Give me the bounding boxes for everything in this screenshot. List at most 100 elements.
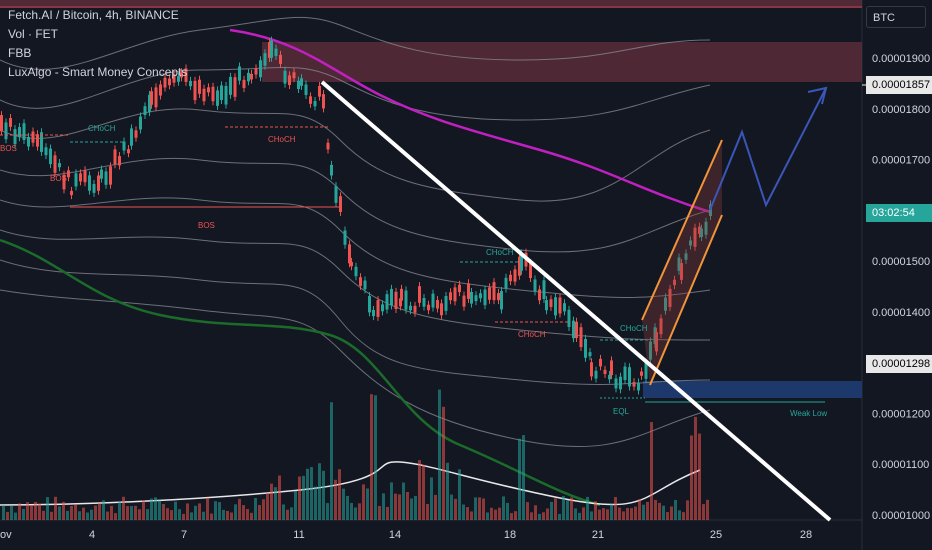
volume-bar (50, 511, 53, 520)
volume-bar (582, 507, 585, 520)
candle-body (339, 196, 342, 212)
candle-body (148, 94, 151, 113)
candle-body (83, 170, 87, 183)
candle-body (693, 227, 697, 247)
candle-body (74, 173, 78, 187)
volume-bar (182, 513, 185, 520)
time-tick: ov (0, 529, 12, 541)
volume-bar (622, 511, 625, 520)
candle-body (238, 66, 241, 81)
volume-bar (118, 501, 121, 520)
volume-bar (30, 505, 33, 520)
current-price-label: 0.00001857 (866, 76, 932, 94)
candle-body (40, 132, 43, 152)
supply-zone (262, 42, 862, 82)
volume-bar (98, 503, 101, 520)
candle-body (9, 117, 12, 127)
symbol-title[interactable]: Fetch.AI / Bitcoin, 4h, BINANCE (8, 8, 179, 22)
volume-bar (186, 503, 189, 520)
candle-body (313, 101, 317, 107)
candle-body (659, 318, 663, 335)
volume-bar (310, 467, 313, 520)
volume-bar (462, 504, 465, 520)
volume-bar (174, 501, 177, 520)
volume-bar (2, 505, 5, 520)
candle-body (326, 142, 330, 150)
volume-bar (470, 511, 473, 520)
candle-body (322, 94, 325, 109)
volume-bar (142, 500, 145, 520)
volume-bar (694, 416, 697, 520)
volume-bar (294, 491, 297, 520)
candle-body (538, 289, 541, 301)
currency-button[interactable]: BTC (866, 6, 926, 28)
volume-bar (502, 496, 505, 520)
volume-bar (674, 499, 677, 520)
volume-bar (86, 512, 89, 520)
price-tick: 0.00001800 (872, 104, 930, 116)
choch-label-5: CHoCH (620, 324, 648, 333)
volume-bar (326, 503, 329, 520)
volume-bar (222, 509, 225, 520)
volume-bar (42, 510, 45, 520)
candle-body (100, 169, 103, 179)
indicator-fbb[interactable]: FBB (8, 46, 32, 60)
volume-bar (150, 498, 153, 520)
candle-body (202, 88, 206, 102)
candle-body (610, 360, 613, 376)
candle-body (637, 382, 640, 391)
candle-body (270, 40, 273, 58)
volume-bar (22, 508, 25, 520)
time-tick: 18 (504, 529, 516, 541)
candle-body (79, 173, 82, 182)
volume-bar (538, 513, 541, 520)
candle-body (431, 293, 435, 308)
choch-label-4: CHoCH (518, 330, 546, 339)
candle-body (376, 300, 380, 317)
volume-bar (590, 511, 593, 520)
candle-body (31, 131, 35, 143)
candle-body (130, 128, 133, 146)
candle-body (216, 90, 219, 106)
candle-body (590, 362, 593, 377)
candle-body (399, 298, 402, 307)
candle-body (27, 136, 30, 147)
volume-bar (94, 505, 97, 520)
time-tick: 21 (592, 529, 604, 541)
projection-arrowhead (807, 86, 828, 105)
volume-bar (542, 512, 545, 520)
descending-trendline (320, 80, 832, 522)
candlesticks (0, 36, 712, 395)
indicator-volume[interactable]: Vol · FET (8, 27, 59, 41)
candle-body (640, 371, 643, 376)
candle-body (704, 221, 708, 235)
volume-bar (122, 496, 125, 520)
volume-bar (314, 486, 317, 520)
volume-bar (258, 504, 261, 520)
candle-body (449, 292, 452, 301)
candle-body (533, 279, 537, 292)
volume-bar (390, 482, 393, 520)
candle-body (518, 256, 521, 276)
indicator-smart-money[interactable]: LuxAlgo - Smart Money Concepts (8, 65, 188, 79)
volume-bar (358, 503, 361, 520)
marked-price-label: 0.00001298 (866, 355, 932, 373)
candle-body (58, 163, 61, 168)
volume-bar (510, 513, 513, 520)
candle-body (467, 283, 470, 299)
candle-body (700, 228, 703, 238)
time-tick: 7 (181, 529, 187, 541)
volume-bar (498, 507, 501, 520)
volume-bar (650, 422, 653, 520)
volume-bar (354, 507, 357, 520)
candle-body (49, 148, 52, 165)
candle-body (394, 291, 398, 310)
candle-body (134, 130, 138, 138)
volume-bar (102, 500, 105, 520)
ascending-channel (641, 139, 723, 386)
candle-body (268, 42, 271, 58)
volume-bar (278, 475, 281, 520)
candle-body (198, 79, 201, 94)
